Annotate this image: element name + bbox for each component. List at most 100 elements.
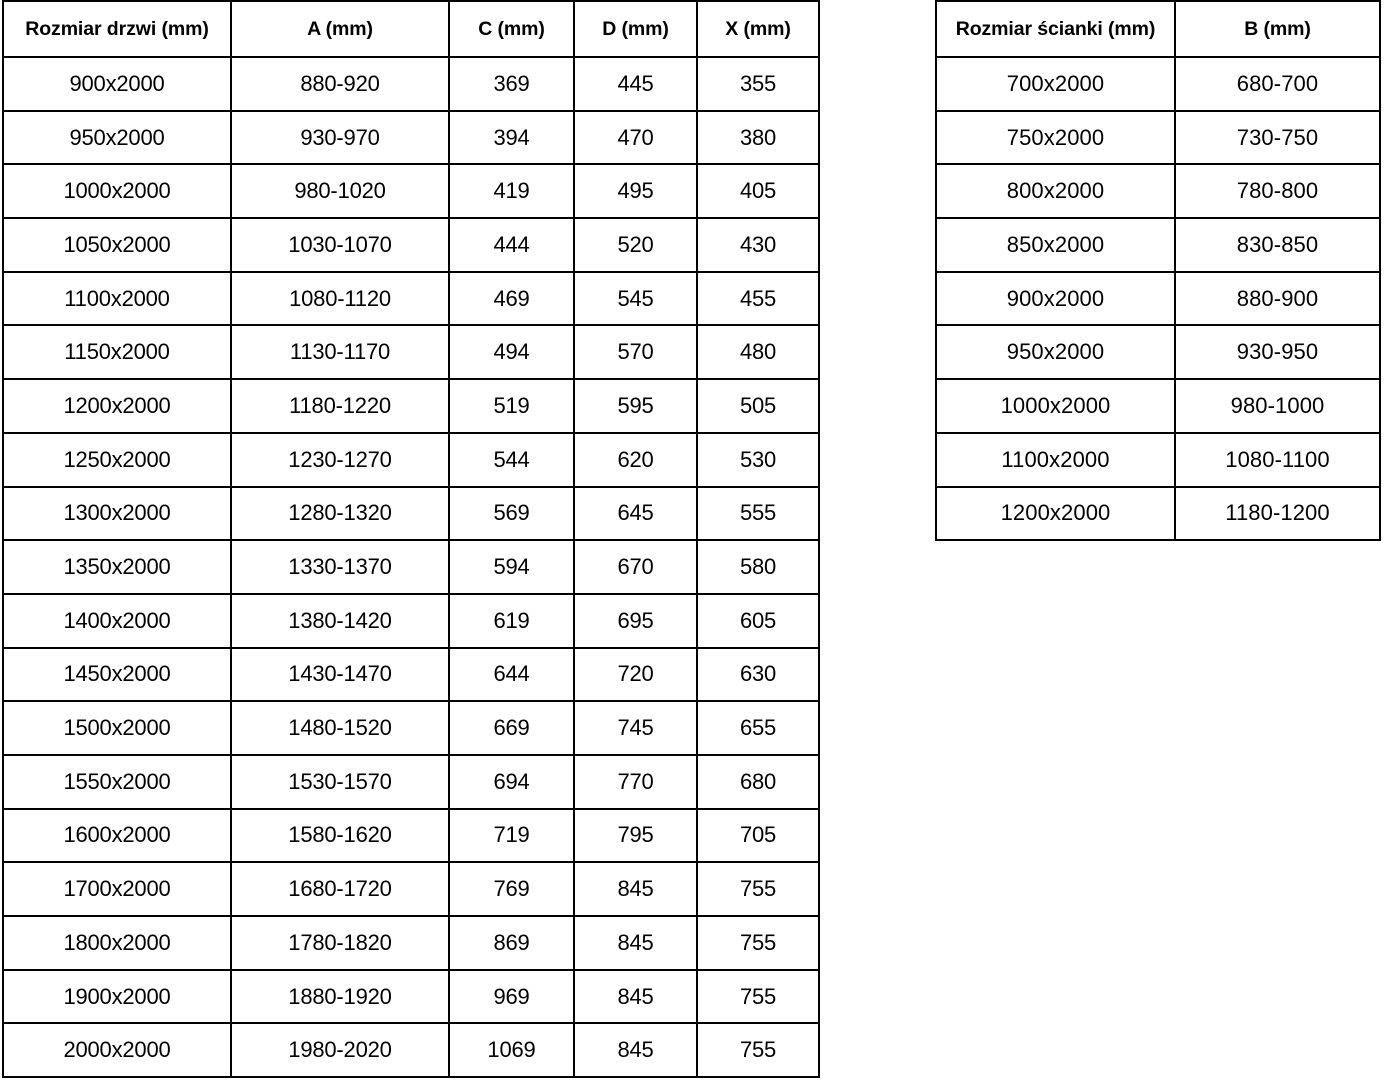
cell-x-value: 755 xyxy=(696,1022,820,1079)
cell-b-value: 980-1000 xyxy=(1174,378,1381,434)
cell-x-value: 630 xyxy=(696,646,820,703)
cell-x-value: 380 xyxy=(696,109,820,166)
table-row: 1000x2000 980-1000 xyxy=(935,378,1381,434)
cell-b-value: 930-950 xyxy=(1174,324,1381,381)
table-row: 1100x2000 1080-1100 xyxy=(935,431,1381,488)
cell-d-value: 770 xyxy=(573,753,698,810)
wall-table-body: 700x2000 680-700 750x2000 730-750 800x2000 78… xyxy=(935,56,1381,542)
wall-panel-dimension-table: Rozmiar ścianki (mm) B (mm) 700x2000 680-… xyxy=(935,0,1381,542)
table-row: 1900x2000 1880-1920 969 845 755 xyxy=(2,968,820,1025)
cell-c-value: 619 xyxy=(448,592,575,649)
table-row: 900x2000 880-900 xyxy=(935,270,1381,327)
table-row: 700x2000 680-700 xyxy=(935,56,1381,112)
cell-door-size: 1800x2000 xyxy=(2,915,232,971)
cell-c-value: 444 xyxy=(448,217,575,273)
wall-table-header: Rozmiar ścianki (mm) B (mm) xyxy=(935,0,1381,58)
cell-x-value: 755 xyxy=(696,968,820,1025)
cell-b-value: 1180-1200 xyxy=(1174,485,1381,542)
cell-d-value: 620 xyxy=(573,431,698,488)
table-row: 800x2000 780-800 xyxy=(935,163,1381,220)
cell-x-value: 580 xyxy=(696,539,820,595)
cell-door-size: 1700x2000 xyxy=(2,861,232,917)
table-row: 1450x2000 1430-1470 644 720 630 xyxy=(2,646,820,703)
table-row: 1050x2000 1030-1070 444 520 430 xyxy=(2,217,820,273)
cell-d-value: 495 xyxy=(573,163,698,220)
cell-a-value: 980-1020 xyxy=(230,163,450,220)
cell-door-size: 2000x2000 xyxy=(2,1022,232,1079)
cell-a-value: 1780-1820 xyxy=(230,915,450,971)
table-header-row: Rozmiar ścianki (mm) B (mm) xyxy=(935,0,1381,58)
cell-d-value: 845 xyxy=(573,915,698,971)
cell-c-value: 769 xyxy=(448,861,575,917)
table-row: 1200x2000 1180-1200 xyxy=(935,485,1381,542)
table-row: 1300x2000 1280-1320 569 645 555 xyxy=(2,485,820,542)
cell-door-size: 1100x2000 xyxy=(2,270,232,327)
cell-door-size: 1000x2000 xyxy=(2,163,232,220)
table-row: 950x2000 930-970 394 470 380 xyxy=(2,109,820,166)
cell-d-value: 570 xyxy=(573,324,698,381)
cell-a-value: 880-920 xyxy=(230,56,450,112)
cell-c-value: 719 xyxy=(448,807,575,864)
table-row: 1350x2000 1330-1370 594 670 580 xyxy=(2,539,820,595)
cell-door-size: 1600x2000 xyxy=(2,807,232,864)
cell-x-value: 505 xyxy=(696,378,820,434)
cell-c-value: 369 xyxy=(448,56,575,112)
cell-d-value: 845 xyxy=(573,1022,698,1079)
cell-c-value: 494 xyxy=(448,324,575,381)
cell-wall-size: 850x2000 xyxy=(935,217,1176,273)
cell-b-value: 730-750 xyxy=(1174,109,1381,166)
table-row: 1700x2000 1680-1720 769 845 755 xyxy=(2,861,820,917)
cell-x-value: 530 xyxy=(696,431,820,488)
cell-b-value: 830-850 xyxy=(1174,217,1381,273)
cell-door-size: 1250x2000 xyxy=(2,431,232,488)
table-row: 750x2000 730-750 xyxy=(935,109,1381,166)
cell-a-value: 1680-1720 xyxy=(230,861,450,917)
table-row: 1200x2000 1180-1220 519 595 505 xyxy=(2,378,820,434)
cell-x-value: 355 xyxy=(696,56,820,112)
cell-x-value: 405 xyxy=(696,163,820,220)
cell-d-value: 520 xyxy=(573,217,698,273)
cell-wall-size: 750x2000 xyxy=(935,109,1176,166)
cell-c-value: 669 xyxy=(448,700,575,756)
cell-door-size: 1200x2000 xyxy=(2,378,232,434)
cell-a-value: 1330-1370 xyxy=(230,539,450,595)
cell-x-value: 755 xyxy=(696,861,820,917)
cell-door-size: 1350x2000 xyxy=(2,539,232,595)
cell-door-size: 1900x2000 xyxy=(2,968,232,1025)
cell-d-value: 645 xyxy=(573,485,698,542)
cell-wall-size: 700x2000 xyxy=(935,56,1176,112)
cell-d-value: 670 xyxy=(573,539,698,595)
table-row: 2000x2000 1980-2020 1069 845 755 xyxy=(2,1022,820,1079)
cell-d-value: 795 xyxy=(573,807,698,864)
column-header-wall-size: Rozmiar ścianki (mm) xyxy=(935,0,1176,58)
cell-c-value: 969 xyxy=(448,968,575,1025)
table-row: 1250x2000 1230-1270 544 620 530 xyxy=(2,431,820,488)
cell-c-value: 869 xyxy=(448,915,575,971)
cell-a-value: 1530-1570 xyxy=(230,753,450,810)
cell-a-value: 1580-1620 xyxy=(230,807,450,864)
table-row: 1000x2000 980-1020 419 495 405 xyxy=(2,163,820,220)
cell-a-value: 1180-1220 xyxy=(230,378,450,434)
cell-c-value: 419 xyxy=(448,163,575,220)
cell-x-value: 430 xyxy=(696,217,820,273)
cell-a-value: 1480-1520 xyxy=(230,700,450,756)
cell-d-value: 545 xyxy=(573,270,698,327)
table-row: 900x2000 880-920 369 445 355 xyxy=(2,56,820,112)
cell-door-size: 1050x2000 xyxy=(2,217,232,273)
cell-d-value: 720 xyxy=(573,646,698,703)
cell-x-value: 480 xyxy=(696,324,820,381)
cell-wall-size: 950x2000 xyxy=(935,324,1176,381)
cell-door-size: 950x2000 xyxy=(2,109,232,166)
cell-door-size: 1400x2000 xyxy=(2,592,232,649)
cell-a-value: 1280-1320 xyxy=(230,485,450,542)
cell-c-value: 544 xyxy=(448,431,575,488)
table-row: 950x2000 930-950 xyxy=(935,324,1381,381)
cell-door-size: 1150x2000 xyxy=(2,324,232,381)
door-table-body: 900x2000 880-920 369 445 355 950x2000 930-970 3… xyxy=(2,56,820,1079)
cell-wall-size: 1200x2000 xyxy=(935,485,1176,542)
cell-wall-size: 800x2000 xyxy=(935,163,1176,220)
cell-door-size: 900x2000 xyxy=(2,56,232,112)
cell-d-value: 695 xyxy=(573,592,698,649)
cell-b-value: 780-800 xyxy=(1174,163,1381,220)
cell-x-value: 705 xyxy=(696,807,820,864)
